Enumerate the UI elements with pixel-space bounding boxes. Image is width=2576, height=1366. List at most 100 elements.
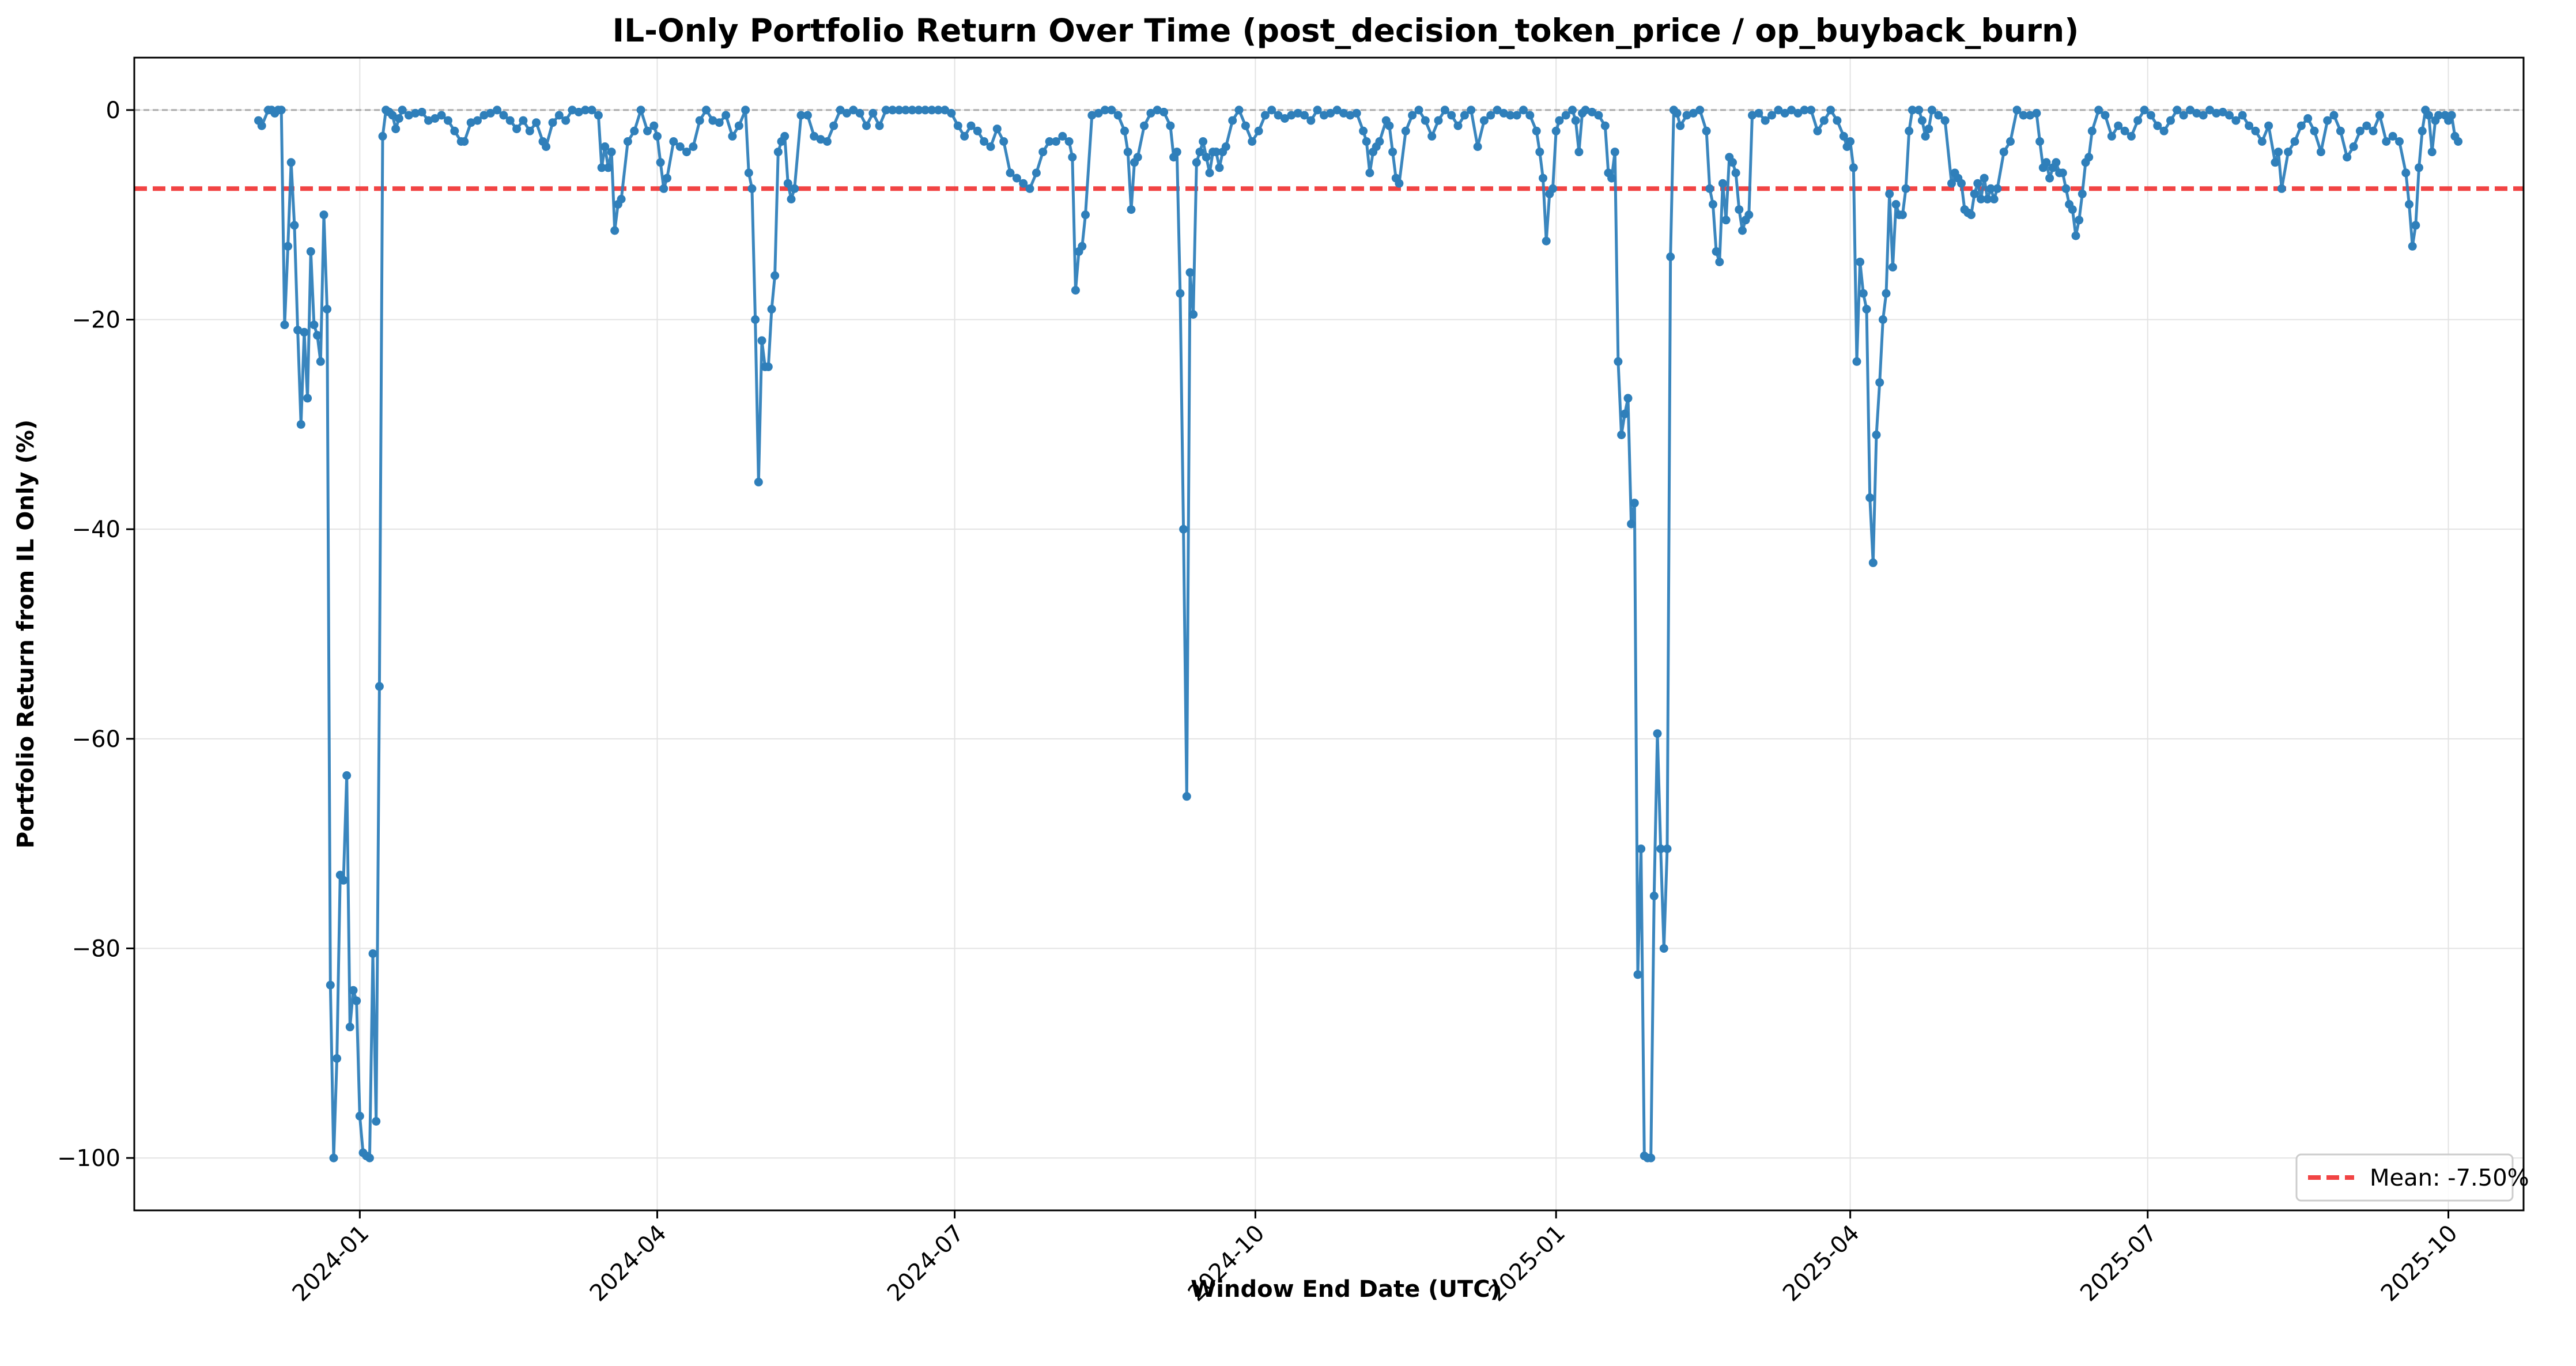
- data-point: [2284, 148, 2293, 157]
- data-point: [2355, 126, 2365, 135]
- data-point: [1656, 844, 1665, 854]
- data-point: [1970, 189, 1979, 198]
- data-point: [473, 116, 482, 125]
- data-point: [2071, 231, 2080, 240]
- data-point: [1568, 105, 1577, 115]
- data-point: [842, 108, 851, 118]
- data-point: [1535, 148, 1544, 157]
- data-point: [1202, 153, 1211, 162]
- data-point: [1427, 131, 1437, 141]
- data-point: [326, 980, 335, 990]
- data-point: [1094, 108, 1103, 118]
- data-point: [1087, 111, 1097, 120]
- data-point: [1800, 105, 1809, 115]
- data-point: [411, 108, 420, 118]
- legend: Mean: -7.50%: [2295, 1153, 2529, 1202]
- data-point: [2094, 105, 2103, 115]
- y-axis-label: Portfolio Return from IL Only (%): [13, 420, 39, 848]
- y-tick-label: −60: [72, 726, 120, 753]
- data-point: [1414, 105, 1423, 115]
- data-point: [548, 118, 557, 127]
- data-point: [2114, 121, 2123, 130]
- data-point: [849, 105, 858, 115]
- data-point: [659, 184, 668, 193]
- data-point: [2159, 126, 2169, 135]
- data-point: [2362, 121, 2371, 130]
- data-point: [901, 105, 910, 115]
- data-point: [2405, 200, 2413, 209]
- data-point: [1421, 116, 1430, 125]
- data-point: [1659, 944, 1668, 953]
- y-tick-label: 0: [106, 97, 120, 124]
- data-point: [780, 131, 790, 141]
- data-point: [773, 148, 783, 157]
- data-point: [1176, 289, 1185, 298]
- data-point: [1993, 184, 2002, 193]
- data-point: [1385, 121, 1394, 130]
- data-point: [689, 142, 698, 151]
- data-point: [1826, 105, 1835, 115]
- data-point: [1862, 304, 1871, 314]
- data-point: [1588, 108, 1597, 116]
- data-point: [257, 121, 266, 130]
- data-point: [1898, 210, 1907, 220]
- data-point: [1506, 111, 1515, 120]
- data-point: [2408, 241, 2417, 251]
- data-point: [316, 357, 325, 366]
- legend-mean-label: Mean: -7.50%: [2370, 1165, 2529, 1191]
- data-point: [1548, 184, 1557, 193]
- data-point: [1627, 519, 1636, 529]
- data-point: [1637, 844, 1646, 854]
- data-point: [1195, 148, 1204, 157]
- data-point: [1453, 121, 1463, 130]
- data-point: [1921, 131, 1930, 141]
- data-point: [744, 168, 753, 178]
- data-point: [2454, 137, 2463, 146]
- data-point: [2388, 131, 2397, 141]
- data-point: [2120, 126, 2129, 135]
- data-point: [2126, 131, 2136, 141]
- data-point: [1064, 137, 1074, 146]
- data-point: [1525, 111, 1535, 120]
- data-point: [1852, 357, 1861, 366]
- data-point: [986, 142, 995, 151]
- data-point: [1787, 105, 1796, 115]
- data-point: [1561, 111, 1570, 120]
- data-point: [2212, 108, 2221, 118]
- data-point: [1081, 210, 1090, 220]
- data-point: [1708, 200, 1717, 209]
- data-point: [493, 105, 502, 115]
- data-point: [1123, 148, 1132, 157]
- data-point: [2271, 158, 2280, 167]
- data-point: [1888, 263, 1897, 272]
- data-point: [293, 326, 303, 335]
- data-point: [2395, 137, 2404, 146]
- data-point: [430, 114, 440, 123]
- data-point: [875, 121, 884, 130]
- data-point: [424, 116, 433, 125]
- data-point: [349, 986, 358, 995]
- data-point: [394, 114, 403, 123]
- data-point: [1856, 258, 1865, 266]
- data-point: [1702, 126, 1711, 135]
- data-point: [2042, 158, 2051, 167]
- data-point: [355, 1111, 364, 1120]
- data-point: [2415, 163, 2423, 172]
- data-point: [1293, 108, 1302, 118]
- plot-frame: [133, 56, 2525, 1212]
- data-point: [947, 108, 956, 118]
- data-point: [1107, 105, 1116, 115]
- data-point: [1440, 105, 1449, 115]
- data-point: [2297, 121, 2306, 130]
- data-point: [1326, 108, 1335, 118]
- data-point: [1493, 105, 1502, 115]
- data-point: [636, 105, 645, 115]
- data-point: [1467, 105, 1476, 115]
- data-point: [1215, 163, 1224, 172]
- data-point: [1434, 116, 1443, 125]
- data-point: [1019, 179, 1028, 188]
- data-point: [519, 116, 528, 125]
- data-point: [1947, 179, 1956, 188]
- data-point: [303, 394, 312, 403]
